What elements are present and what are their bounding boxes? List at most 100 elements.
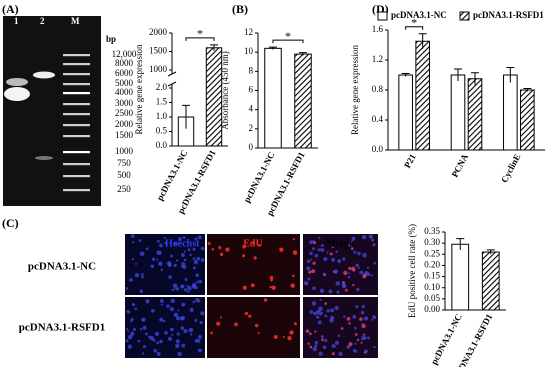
nucleus bbox=[330, 308, 335, 313]
y-tick-label: 0.25 bbox=[424, 248, 440, 258]
nucleus bbox=[320, 248, 325, 252]
nucleus bbox=[130, 317, 134, 322]
nucleus bbox=[273, 335, 278, 339]
nucleus bbox=[170, 327, 174, 332]
nucleus bbox=[363, 316, 369, 321]
nucleus bbox=[130, 331, 135, 336]
nucleus bbox=[127, 334, 133, 340]
nucleus bbox=[348, 272, 351, 275]
nucleus bbox=[318, 306, 323, 311]
nucleus bbox=[324, 338, 328, 343]
error-bar bbox=[269, 46, 277, 50]
nucleus bbox=[334, 340, 340, 345]
nucleus bbox=[171, 288, 175, 292]
nucleus bbox=[362, 252, 367, 258]
nucleus bbox=[139, 251, 145, 257]
nucleus bbox=[183, 258, 187, 262]
nucleus bbox=[195, 273, 199, 278]
nucleus bbox=[125, 327, 129, 330]
nucleus bbox=[360, 341, 363, 344]
nucleus bbox=[371, 238, 374, 242]
nucleus bbox=[219, 252, 224, 257]
marker-label: 2500 bbox=[115, 108, 134, 118]
nucleus bbox=[197, 235, 202, 240]
nucleus bbox=[372, 315, 376, 319]
nucleus bbox=[359, 270, 364, 275]
nucleus bbox=[258, 243, 262, 247]
nucleus bbox=[348, 342, 353, 347]
marker-label: 750 bbox=[117, 158, 131, 168]
nucleus bbox=[181, 302, 186, 307]
nucleus bbox=[168, 275, 172, 280]
ladder-band bbox=[63, 63, 90, 66]
nucleus bbox=[366, 272, 371, 277]
nucleus bbox=[132, 328, 136, 332]
nucleus bbox=[311, 301, 317, 306]
error-bar bbox=[182, 104, 190, 129]
micrograph bbox=[207, 297, 300, 358]
nucleus bbox=[173, 263, 177, 268]
row-label: pcDNA3.1-NC bbox=[28, 261, 96, 273]
nucleus bbox=[324, 314, 328, 318]
y-axis-label: Absorbance (450 nm) bbox=[220, 51, 230, 129]
nucleus bbox=[125, 287, 129, 290]
nucleus bbox=[343, 315, 346, 318]
nucleus bbox=[130, 320, 133, 323]
y-axis-label: Relative gene expression bbox=[350, 45, 360, 135]
nucleus bbox=[178, 237, 182, 241]
error-bar bbox=[401, 73, 410, 77]
nucleus bbox=[361, 234, 367, 240]
nucleus bbox=[139, 289, 144, 293]
nucleus bbox=[191, 282, 197, 288]
nucleus bbox=[143, 345, 147, 349]
nucleus bbox=[200, 258, 205, 262]
nucleus bbox=[282, 336, 285, 339]
nucleus bbox=[131, 241, 135, 244]
nucleus bbox=[270, 278, 273, 282]
nucleus bbox=[359, 317, 363, 321]
nucleus bbox=[134, 307, 137, 311]
nucleus bbox=[144, 332, 148, 336]
nucleus bbox=[312, 286, 316, 291]
nucleus bbox=[242, 254, 246, 258]
nucleus bbox=[198, 279, 203, 284]
nucleus bbox=[171, 333, 174, 336]
nucleus bbox=[181, 343, 186, 348]
nucleus bbox=[219, 316, 222, 319]
nucleus bbox=[271, 285, 276, 290]
nucleus bbox=[367, 336, 371, 340]
nucleus bbox=[292, 274, 295, 278]
nucleus bbox=[218, 245, 222, 250]
marker-label: 12,000 bbox=[112, 49, 137, 59]
nucleus bbox=[207, 241, 211, 246]
nucleus bbox=[177, 352, 182, 357]
column-label: Hoechst bbox=[165, 238, 200, 249]
nucleus bbox=[130, 234, 135, 238]
nucleus bbox=[172, 283, 178, 288]
x-tick-label: PCNA bbox=[450, 152, 471, 179]
nucleus bbox=[186, 284, 189, 288]
nucleus bbox=[312, 261, 316, 265]
nucleus bbox=[198, 335, 202, 339]
nucleus bbox=[169, 306, 174, 312]
significance-bracket bbox=[272, 39, 304, 44]
nucleus bbox=[322, 345, 327, 350]
significance: * bbox=[285, 29, 291, 43]
nucleus bbox=[307, 342, 310, 345]
error-bar bbox=[486, 249, 495, 255]
y-tick-label: 0.30 bbox=[424, 237, 440, 247]
nucleus bbox=[156, 341, 159, 345]
panel-label: (B) bbox=[232, 2, 248, 16]
significance-bracket bbox=[405, 26, 424, 30]
nucleus bbox=[139, 328, 143, 331]
marker-label: 3000 bbox=[115, 98, 134, 108]
nucleus bbox=[321, 338, 324, 342]
error-bar bbox=[418, 33, 427, 49]
x-tick-label: P21 bbox=[402, 152, 418, 170]
nucleus bbox=[127, 329, 130, 332]
nucleus bbox=[193, 259, 199, 265]
nucleus bbox=[311, 269, 316, 274]
nucleus bbox=[370, 318, 373, 321]
gel-bands bbox=[4, 54, 90, 192]
nucleus bbox=[189, 253, 192, 257]
